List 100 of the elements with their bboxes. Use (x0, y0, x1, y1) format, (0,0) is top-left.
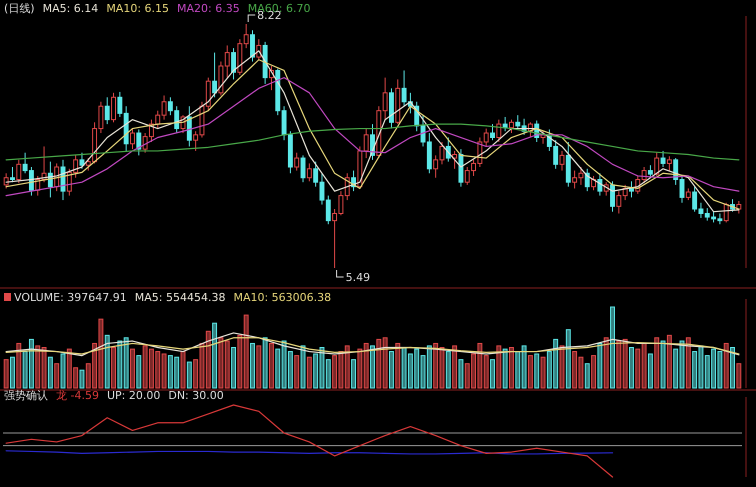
bar (256, 345, 262, 388)
bar (711, 348, 716, 388)
bar (560, 345, 564, 388)
bar (528, 355, 533, 388)
bar (186, 362, 192, 388)
candlestick (212, 52, 218, 98)
candlestick (130, 128, 135, 150)
bar (124, 337, 129, 388)
bar (48, 356, 53, 388)
bar (597, 342, 602, 388)
bar (578, 356, 584, 388)
bar (717, 351, 722, 388)
bar (584, 363, 590, 388)
bar (148, 348, 154, 388)
bar (635, 348, 640, 388)
bar (313, 353, 318, 388)
bar (218, 337, 224, 388)
bar (22, 351, 28, 388)
bar (294, 355, 300, 388)
bar (440, 347, 444, 388)
bar (193, 359, 198, 388)
bar (642, 342, 647, 388)
bar (616, 340, 622, 388)
bar (351, 359, 356, 388)
bar (736, 363, 742, 388)
bar (332, 355, 338, 388)
candlestick (686, 188, 691, 201)
bar (704, 355, 710, 388)
bar (275, 348, 280, 388)
chart-title: 强势确认 (4, 389, 48, 402)
bar (698, 345, 704, 388)
bar (610, 306, 615, 388)
bar (98, 318, 104, 388)
bar (591, 355, 596, 388)
candlestick (364, 128, 369, 159)
candlestick (306, 162, 312, 182)
candlestick (736, 200, 742, 214)
bar (79, 370, 84, 388)
bar (338, 351, 344, 388)
candlestick (666, 156, 672, 172)
bar (692, 351, 698, 388)
bar (155, 351, 160, 388)
bar (300, 345, 306, 388)
bar (250, 342, 255, 388)
bar (484, 355, 489, 388)
candlestick (111, 92, 116, 123)
bar (426, 345, 432, 388)
bar (142, 345, 148, 388)
bar (117, 340, 122, 388)
chart-title: (日线) (4, 2, 35, 15)
bar (515, 351, 520, 388)
legend-label: VOLUME: 397647.91 (14, 291, 127, 304)
bar (136, 355, 142, 388)
bar (402, 347, 407, 388)
candlestick (300, 154, 306, 183)
bar (262, 337, 268, 388)
bar (477, 342, 482, 388)
text: MA10: 563006.38 (233, 291, 332, 304)
bar (414, 348, 420, 388)
bar (168, 355, 173, 388)
candlestick (452, 150, 458, 170)
bar (540, 356, 546, 388)
text: DN: 30.00 (168, 389, 224, 402)
bar (28, 338, 34, 388)
candlestick (610, 180, 615, 212)
bar (730, 347, 735, 388)
bar (534, 353, 540, 388)
candlestick (294, 152, 300, 172)
bar (244, 314, 249, 388)
bar (553, 338, 558, 388)
text: MA20: 6.35 (177, 2, 240, 15)
bar (364, 342, 369, 388)
candlestick (250, 30, 255, 62)
bar (54, 363, 60, 388)
candlestick (79, 152, 84, 170)
text: MA5: 554454.38 (134, 291, 226, 304)
bar (452, 345, 458, 388)
bar (86, 363, 91, 388)
bar (433, 342, 438, 388)
bar (666, 334, 672, 388)
bar (388, 351, 394, 388)
bar (320, 347, 324, 388)
bar (111, 347, 116, 388)
text: 5.49 (346, 271, 370, 284)
bar (546, 351, 552, 388)
bar (130, 348, 135, 388)
bar (446, 351, 451, 388)
bar (408, 353, 413, 388)
bar (92, 342, 98, 388)
bar (326, 359, 331, 388)
bar (212, 322, 218, 388)
candlestick (10, 166, 15, 183)
candlestick (136, 128, 142, 156)
bar (73, 367, 78, 388)
bar (268, 342, 274, 388)
bar (604, 337, 609, 388)
bar (224, 340, 230, 388)
bar (509, 347, 514, 388)
bar (502, 348, 508, 388)
bar (464, 363, 470, 388)
